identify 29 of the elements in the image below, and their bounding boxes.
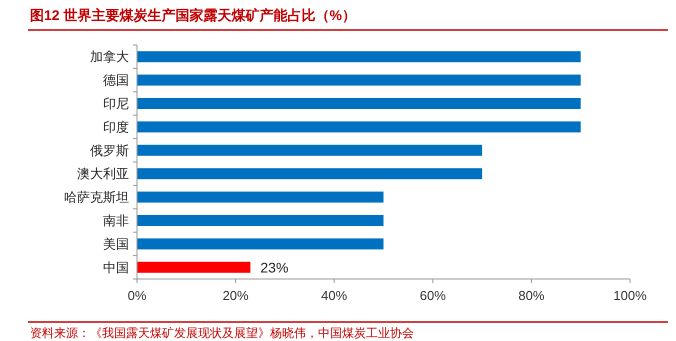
y-tick-label: 中国 [103, 260, 129, 275]
y-tick-label: 印尼 [103, 96, 129, 111]
x-tick-label: 20% [222, 288, 250, 303]
x-tick-label: 60% [420, 288, 446, 303]
x-tick-label: 100% [613, 288, 648, 303]
bar [137, 192, 384, 203]
bar [137, 238, 384, 250]
y-tick-label: 澳大利亚 [77, 166, 129, 182]
bar [137, 262, 250, 273]
bar [137, 215, 384, 226]
bar [137, 121, 581, 132]
y-tick-label: 南非 [103, 213, 129, 228]
bar [137, 98, 581, 109]
x-tick-label: 40% [321, 288, 348, 303]
bar [137, 168, 482, 180]
text: 资料来源：《我国露天煤矿发展现状及展望》杨晓伟，中国煤炭工业协会 [30, 326, 414, 340]
y-tick-label: 俄罗斯 [90, 142, 129, 158]
chart-title: 图12 世界主要煤炭生产国家露天煤矿产能占比（%） [30, 7, 356, 23]
bar [137, 51, 581, 62]
y-tick-label: 哈萨克斯坦 [64, 190, 129, 205]
x-tick-label: 0% [128, 288, 147, 303]
data-label: 23% [260, 259, 288, 276]
y-tick-label: 印度 [103, 119, 129, 134]
y-tick-label: 美国 [103, 236, 129, 252]
bar [137, 144, 482, 156]
bar [137, 74, 581, 86]
y-tick-label: 加拿大 [90, 49, 129, 64]
x-tick-label: 80% [518, 288, 545, 303]
y-tick-label: 德国 [103, 72, 129, 88]
